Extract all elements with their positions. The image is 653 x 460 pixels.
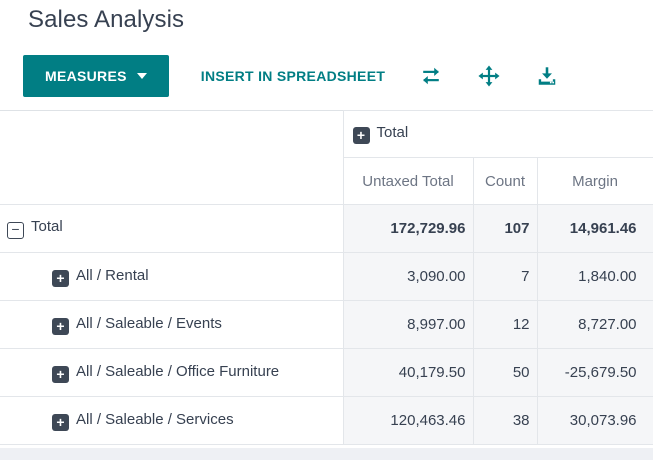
plus-icon[interactable]: + xyxy=(52,413,69,431)
measure-header-margin[interactable]: Margin xyxy=(537,157,653,205)
column-group-label: Total xyxy=(376,124,409,141)
measures-row: Untaxed Total Count Margin xyxy=(0,157,653,205)
flip-axis-icon xyxy=(423,67,439,85)
expand-all-button[interactable] xyxy=(477,64,501,88)
flip-axis-button[interactable] xyxy=(419,64,443,88)
cell-count: 12 xyxy=(473,300,538,349)
cell-margin: 14,961.46 xyxy=(537,204,653,253)
plus-icon[interactable]: + xyxy=(52,317,69,335)
cell-untaxed-total: 120,463.46 xyxy=(343,396,474,445)
download-button[interactable] xyxy=(535,64,559,88)
column-group-row: + Total xyxy=(0,110,653,205)
download-icon xyxy=(538,67,556,85)
row-header-all-saleable-office-furniture[interactable]: + All / Saleable / Office Furniture xyxy=(0,348,344,397)
plus-icon[interactable]: + xyxy=(352,127,370,144)
toolbar: MEASURES INSERT IN SPREADSHEET xyxy=(23,55,559,97)
row-label: All / Saleable / Services xyxy=(76,410,234,428)
cell-margin: -25,679.50 xyxy=(537,348,653,397)
corner-cell xyxy=(0,110,344,205)
row-label: All / Saleable / Office Furniture xyxy=(76,362,280,380)
pivot-table: + Total Untaxed Total Count Margin − Total… xyxy=(0,110,653,445)
row-header-all-saleable-events[interactable]: + All / Saleable / Events xyxy=(0,300,344,349)
cell-untaxed-total: 8,997.00 xyxy=(343,300,474,349)
chevron-down-icon xyxy=(136,73,147,79)
cell-untaxed-total: 40,179.50 xyxy=(343,348,474,397)
page-title: Sales Analysis xyxy=(28,6,185,33)
cell-count: 107 xyxy=(473,204,538,253)
row-header-all-saleable-services[interactable]: + All / Saleable / Services xyxy=(0,396,344,445)
row-label: Total xyxy=(31,218,63,235)
cell-count: 38 xyxy=(473,396,538,445)
plus-icon[interactable]: + xyxy=(52,365,69,383)
cell-count: 50 xyxy=(473,348,538,397)
table-row: + All / Saleable / Services 120,463.46 38 30… xyxy=(0,396,653,445)
cell-count: 7 xyxy=(473,252,538,301)
cell-untaxed-total: 3,090.00 xyxy=(343,252,474,301)
row-label: All / Rental xyxy=(76,266,149,284)
table-row: + All / Saleable / Office Furniture 40,179… xyxy=(0,348,653,397)
cell-untaxed-total: 172,729.96 xyxy=(343,204,474,253)
measure-header-count[interactable]: Count xyxy=(473,157,538,205)
measures-button[interactable]: MEASURES xyxy=(23,55,169,97)
measures-button-label: MEASURES xyxy=(45,68,127,84)
insert-in-spreadsheet-button[interactable]: INSERT IN SPREADSHEET xyxy=(200,68,386,84)
plus-icon[interactable]: + xyxy=(52,269,69,287)
pivot-body: − Total 172,729.96 107 14,961.46 + All / Renta… xyxy=(0,204,653,445)
next-section-strip xyxy=(0,448,653,460)
cell-margin: 30,073.96 xyxy=(537,396,653,445)
column-header-total[interactable]: + Total xyxy=(343,110,653,158)
measure-header-untaxed-total[interactable]: Untaxed Total xyxy=(343,157,474,205)
table-row: + All / Rental 3,090.00 7 1,840.00 xyxy=(0,252,653,301)
expand-all-icon xyxy=(478,65,500,87)
cell-margin: 1,840.00 xyxy=(537,252,653,301)
table-row: + All / Saleable / Events 8,997.00 12 8,727.… xyxy=(0,300,653,349)
minus-icon[interactable]: − xyxy=(7,222,24,239)
row-header-all-rental[interactable]: + All / Rental xyxy=(0,252,344,301)
table-row: − Total 172,729.96 107 14,961.46 xyxy=(0,204,653,253)
row-header-total[interactable]: − Total xyxy=(0,204,344,253)
cell-margin: 8,727.00 xyxy=(537,300,653,349)
row-label: All / Saleable / Events xyxy=(76,314,222,332)
